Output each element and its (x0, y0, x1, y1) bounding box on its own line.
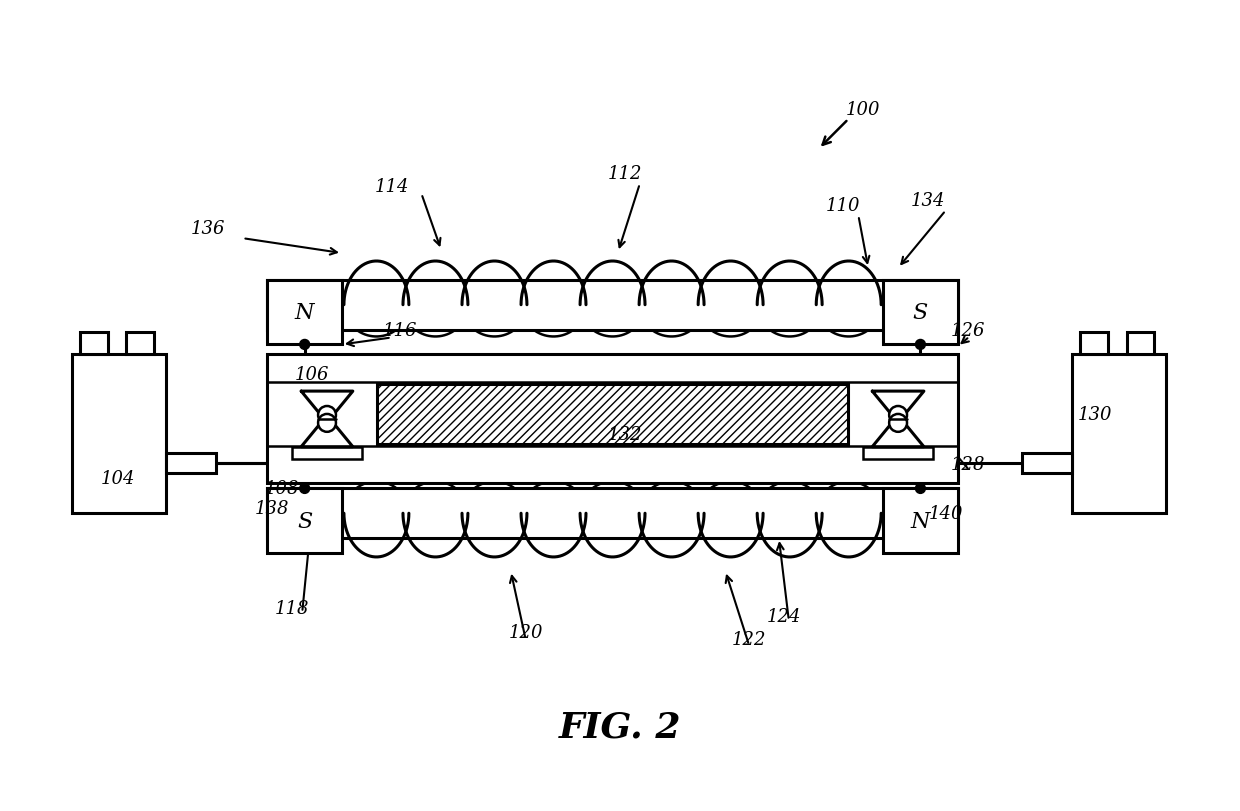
Text: 114: 114 (374, 178, 409, 195)
Text: 116: 116 (382, 321, 417, 339)
Bar (79, 333, 108, 355)
Text: 134: 134 (910, 192, 945, 210)
Circle shape (915, 484, 925, 494)
Text: 138: 138 (255, 500, 290, 517)
Text: 128: 128 (950, 455, 985, 473)
Text: 100: 100 (846, 101, 880, 119)
Text: S: S (298, 510, 312, 532)
Polygon shape (301, 392, 353, 419)
Bar (268, 489, 957, 539)
Bar (1022, 453, 1071, 473)
Polygon shape (301, 419, 353, 447)
Text: 108: 108 (265, 480, 300, 498)
Bar (268, 281, 342, 345)
Bar (883, 281, 957, 345)
Bar (166, 453, 216, 473)
Circle shape (889, 414, 906, 432)
Text: 126: 126 (950, 321, 985, 339)
Text: 104: 104 (102, 470, 135, 488)
Circle shape (889, 406, 906, 424)
Text: FIG. 2: FIG. 2 (559, 710, 681, 744)
Bar (1080, 333, 1107, 355)
Text: 132: 132 (608, 425, 642, 444)
Bar (268, 355, 957, 484)
Text: 124: 124 (766, 607, 801, 624)
Text: 120: 120 (508, 624, 543, 642)
Polygon shape (872, 419, 924, 447)
Text: 106: 106 (295, 366, 330, 384)
Text: 140: 140 (929, 504, 963, 522)
Bar (268, 281, 957, 330)
Text: N: N (295, 302, 315, 324)
Bar (1126, 333, 1154, 355)
Bar (883, 489, 957, 553)
Text: 122: 122 (732, 631, 766, 649)
Polygon shape (872, 392, 924, 419)
Text: N: N (910, 510, 930, 532)
Bar (72, 355, 166, 513)
Bar (377, 384, 848, 444)
Text: 130: 130 (1078, 406, 1112, 423)
Circle shape (319, 406, 336, 424)
Bar (268, 489, 342, 553)
Text: S: S (913, 302, 928, 324)
Bar (293, 447, 362, 459)
Text: 110: 110 (826, 197, 861, 215)
Text: 118: 118 (275, 599, 310, 617)
Bar (1071, 355, 1167, 513)
Text: 112: 112 (608, 165, 642, 182)
Bar (863, 447, 932, 459)
Bar (126, 333, 154, 355)
Circle shape (319, 414, 336, 432)
Circle shape (915, 340, 925, 350)
Text: 136: 136 (191, 220, 226, 238)
Circle shape (300, 340, 310, 350)
Circle shape (300, 484, 310, 494)
